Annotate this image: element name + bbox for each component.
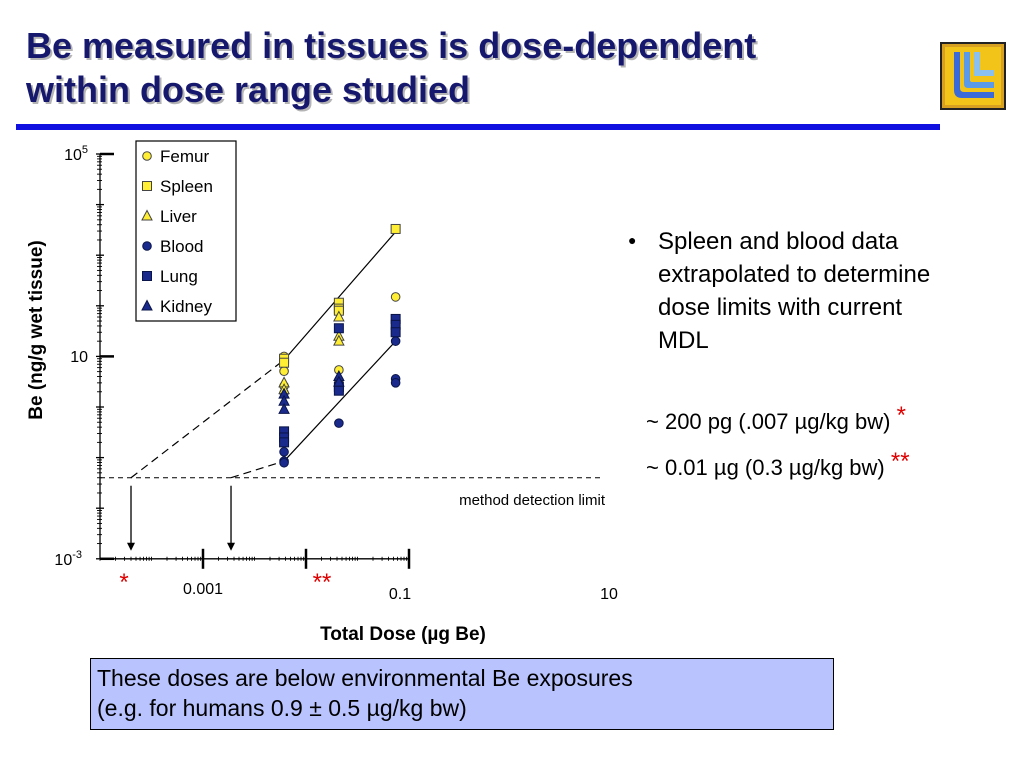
femur-data-point <box>279 366 289 376</box>
fit-line <box>283 231 397 361</box>
dose-limit-1-text: ~ 200 pg (.007 µg/kg bw) <box>646 409 891 434</box>
lung-data-point <box>279 437 290 448</box>
femur-data-point <box>390 292 401 302</box>
environmental-note-box: These doses are below environmental Be e… <box>90 658 834 730</box>
legend-label-liver: Liver <box>160 207 197 226</box>
y-tick-label-1e5: 105 <box>64 144 88 164</box>
kidney-data-point <box>278 402 290 414</box>
note-line-2: (e.g. for humans 0.9 ± 0.5 µg/kg bw) <box>97 695 467 721</box>
fit-line <box>283 340 397 462</box>
dose-response-chart: Total Dose (µg Be) Be (ng/g wet tissue) … <box>26 140 618 645</box>
dose-limit-marker-1: * <box>119 569 128 596</box>
y-tick-label-10: 10 <box>70 349 88 366</box>
bullet-line-2: extrapolated to determine <box>658 261 931 288</box>
x-tick-label-01: 0.1 <box>389 586 411 603</box>
femur-legend-marker <box>142 151 152 161</box>
blood-data-point <box>279 457 289 468</box>
bullet-line-4: MDL <box>658 327 709 354</box>
title-line-1: Be measured in tissues is dose-dependent <box>26 25 757 66</box>
blood-data-point <box>334 418 344 428</box>
lung-legend-marker <box>142 271 152 281</box>
bullet-item: ● Spleen and blood data extrapolated to d… <box>628 224 1018 357</box>
kidney-data-point <box>333 375 345 387</box>
legend-label-femur: Femur <box>160 147 209 166</box>
dose-limit-1: ~ 200 pg (.007 µg/kg bw) * <box>646 396 910 442</box>
liver-data-point <box>333 310 345 322</box>
y-axis-title: Be (ng/g wet tissue) <box>26 240 47 419</box>
bullet-list: ● Spleen and blood data extrapolated to d… <box>628 224 1018 357</box>
dose-limit-arrow-head <box>127 542 136 551</box>
liver-data-point <box>333 334 345 346</box>
detection-limit-label: method detection limit <box>459 492 606 509</box>
lung-data-point <box>390 327 401 338</box>
lung-data-point <box>333 385 344 396</box>
legend-label-kidney: Kidney <box>160 297 212 316</box>
blood-legend-marker <box>142 241 152 251</box>
dose-limit-arrow-head <box>227 542 236 551</box>
spleen-legend-marker <box>142 181 152 191</box>
legend-label-spleen: Spleen <box>160 177 213 196</box>
spleen-data-point <box>390 223 401 234</box>
liver-legend-marker <box>141 209 153 221</box>
page-title: Be measured in tissues is dose-dependent… <box>26 24 906 112</box>
blood-data-point <box>279 447 289 457</box>
bullet-line-3: dose limits with current <box>658 294 903 321</box>
x-axis-title: Total Dose (µg Be) <box>320 624 486 645</box>
blood-data-point <box>390 378 401 388</box>
kidney-legend-marker <box>141 299 153 311</box>
y-tick-label-1e-3: 10-3 <box>54 549 82 569</box>
dose-limit-1-marker: * <box>896 402 906 429</box>
llnl-logo-icon <box>940 42 1006 110</box>
x-tick-label-0001: 0.001 <box>183 581 223 598</box>
bullet-line-1: Spleen and blood data <box>658 228 899 255</box>
spleen-data-point <box>279 357 290 368</box>
bullet-dot-icon: ● <box>628 232 637 248</box>
legend-label-blood: Blood <box>160 237 203 256</box>
legend: Femur Spleen Liver Blood Lung Kidney <box>135 140 237 322</box>
plot-area <box>96 152 604 569</box>
dose-limit-2-marker: ** <box>890 448 910 475</box>
lung-data-point <box>333 323 344 334</box>
dose-limit-2-text: ~ 0.01 µg (0.3 µg/kg bw) <box>646 455 885 480</box>
blood-data-point <box>390 336 401 346</box>
dose-limit-2: ~ 0.01 µg (0.3 µg/kg bw) ** <box>646 442 910 488</box>
x-tick-label-10: 10 <box>600 586 618 603</box>
legend-label-lung: Lung <box>160 267 198 286</box>
extrapolation-line <box>230 460 285 479</box>
note-line-1: These doses are below environmental Be e… <box>97 665 633 691</box>
dose-limit-marker-2: ** <box>313 569 332 596</box>
dose-limits: ~ 200 pg (.007 µg/kg bw) * ~ 0.01 µg (0.… <box>646 396 910 488</box>
title-line-2: within dose range studied <box>26 69 471 110</box>
extrapolation-line <box>130 359 285 479</box>
legend-markers <box>141 151 153 311</box>
title-divider <box>16 124 940 130</box>
